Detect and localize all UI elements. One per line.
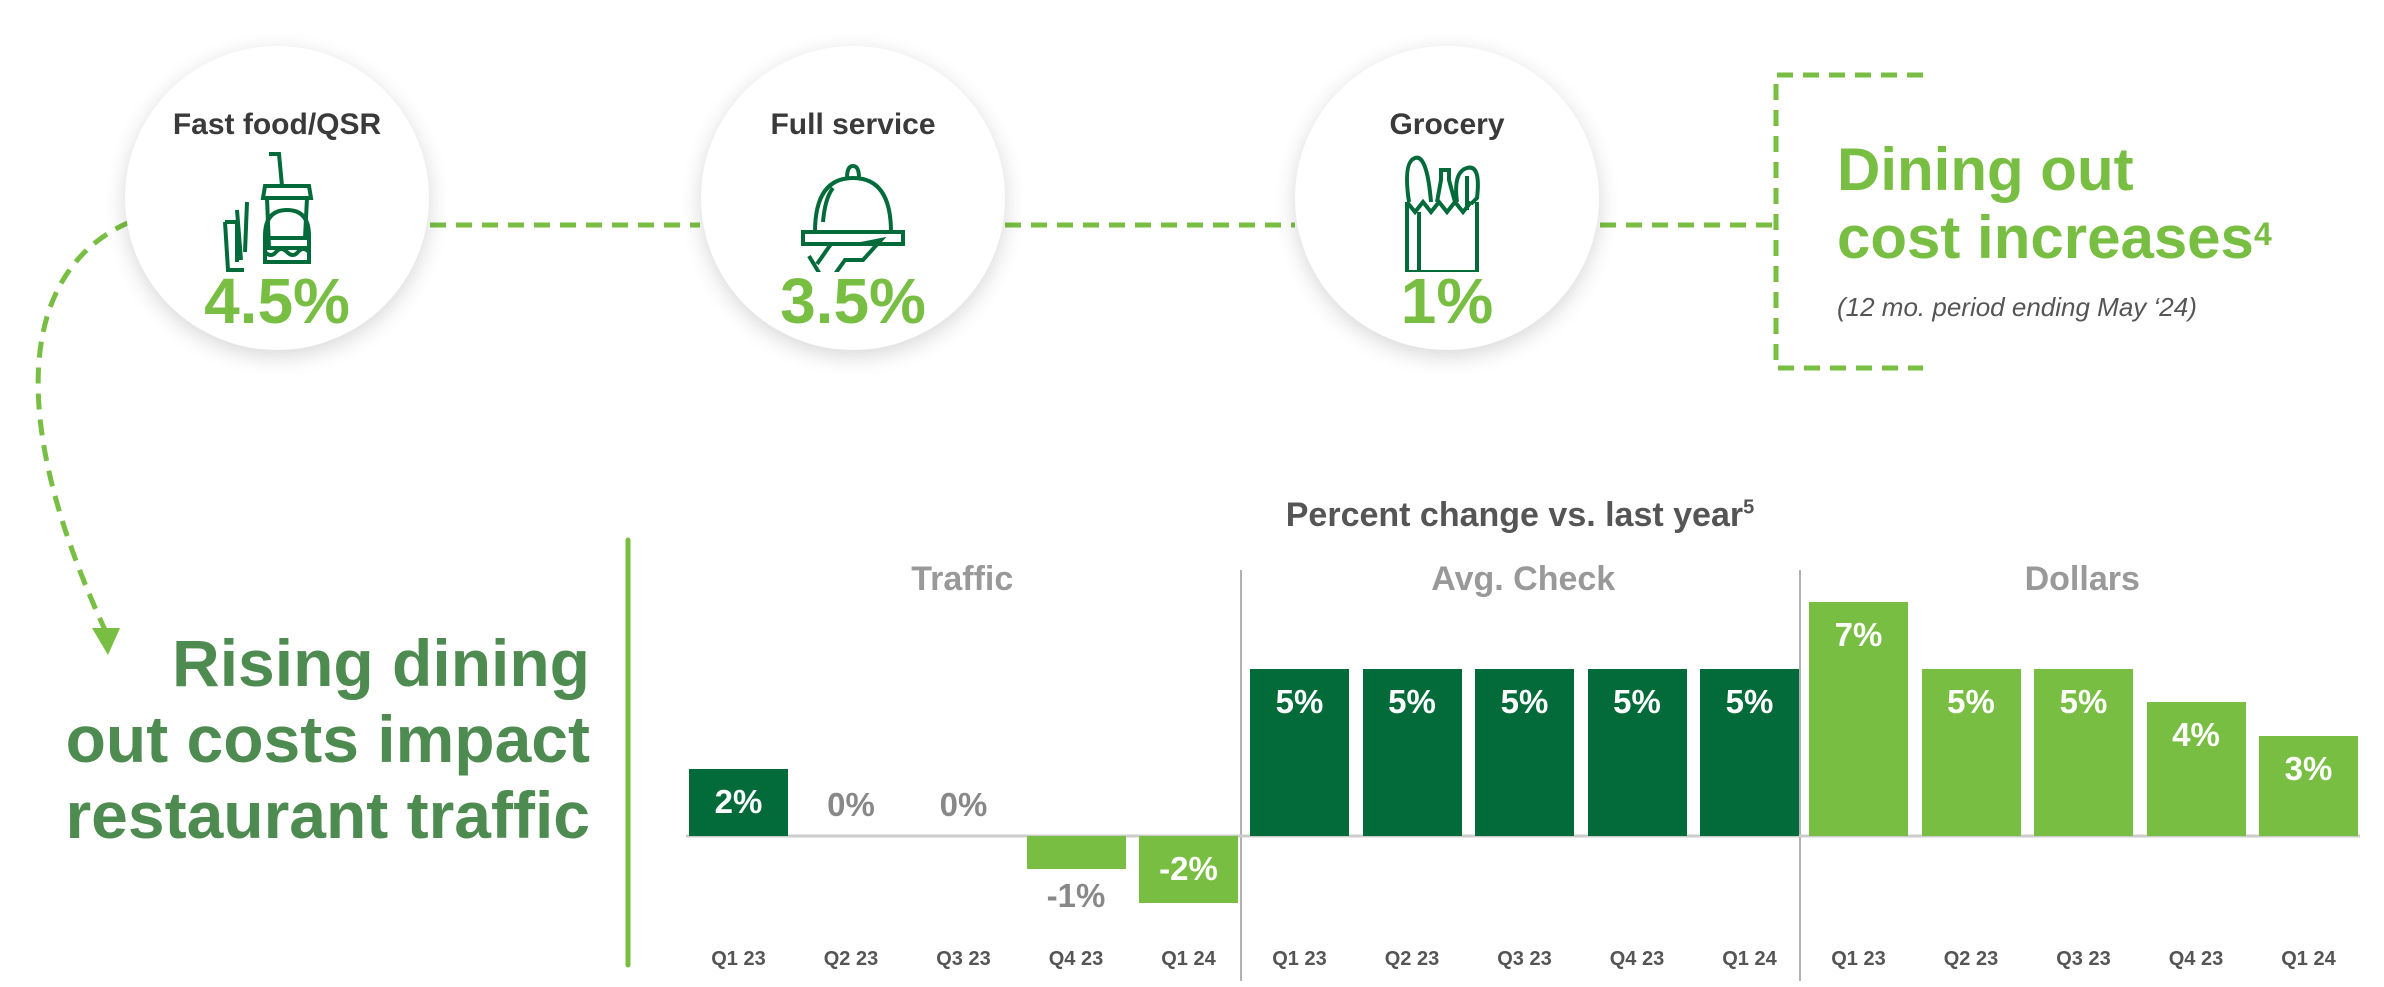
dining-out-subtitle: (12 mo. period ending May ‘24) bbox=[1837, 292, 2197, 322]
bar bbox=[1250, 669, 1349, 836]
category-fast-food: Fast food/QSR 4.5% bbox=[125, 46, 429, 350]
bar bbox=[1921, 669, 2021, 836]
bar-label: 3% bbox=[2284, 749, 2333, 787]
bar-label: -2% bbox=[1159, 850, 1218, 887]
heading-line: Rising dining bbox=[172, 626, 590, 700]
bar-label: 5% bbox=[1613, 683, 1661, 720]
bar bbox=[1587, 669, 1687, 836]
bar bbox=[1362, 669, 1462, 836]
bracket bbox=[1773, 72, 1923, 371]
heading-line: out costs impact bbox=[65, 702, 590, 776]
category-label: Full service bbox=[770, 108, 936, 141]
fast-food-icon bbox=[223, 152, 314, 272]
category-label: Grocery bbox=[1389, 108, 1505, 141]
bar-label: 5% bbox=[1500, 683, 1549, 720]
x-tick-label: Q2 23 bbox=[823, 948, 879, 970]
x-tick-label: Q3 23 bbox=[1497, 948, 1552, 970]
x-tick-label: Q1 23 bbox=[711, 948, 766, 970]
arrow-head-icon bbox=[92, 628, 120, 655]
bar bbox=[2259, 735, 2358, 836]
bar-label: 5% bbox=[1725, 683, 1774, 720]
x-tick-label: Q1 24 bbox=[1722, 948, 1777, 970]
bar-label: 7% bbox=[1834, 616, 1883, 654]
bar bbox=[1700, 669, 1799, 836]
x-tick-label: Q1 23 bbox=[1831, 948, 1886, 970]
chart-title-text: Percent change vs. last year bbox=[1285, 496, 1744, 534]
x-tick-label: Q2 23 bbox=[1384, 948, 1440, 970]
category-label: Fast food/QSR bbox=[172, 108, 382, 141]
bar bbox=[2034, 669, 2133, 836]
curved-arrow bbox=[35, 219, 131, 632]
x-tick-label: Q2 23 bbox=[1943, 948, 1999, 970]
heading-line: restaurant traffic bbox=[65, 778, 591, 852]
bar bbox=[1475, 669, 1574, 836]
cloche-icon bbox=[801, 163, 905, 272]
group-title: Traffic bbox=[911, 560, 1014, 598]
bar-label: 0% bbox=[939, 786, 988, 823]
bar bbox=[2146, 702, 2246, 836]
x-tick-label: Q4 23 bbox=[2168, 948, 2224, 970]
x-tick-label: Q1 24 bbox=[1161, 948, 1216, 970]
category-value: 4.5% bbox=[204, 265, 350, 337]
x-tick-label: Q1 24 bbox=[2281, 948, 2336, 970]
x-tick-label: Q3 23 bbox=[936, 948, 991, 970]
x-tick-label: Q4 23 bbox=[1609, 948, 1665, 970]
bar-label: 0% bbox=[827, 786, 875, 823]
category-full-service: Full service 3.5% bbox=[701, 46, 1005, 350]
footnote-marker: 5 bbox=[1743, 496, 1755, 519]
bar bbox=[1809, 602, 1908, 836]
x-tick-label: Q4 23 bbox=[1048, 948, 1104, 970]
category-grocery: Grocery 1% bbox=[1295, 46, 1599, 350]
dining-out-title: Dining out cost increases4 bbox=[1837, 136, 2272, 272]
x-tick-label: Q1 23 bbox=[1272, 948, 1327, 970]
bar-label: 5% bbox=[1947, 683, 1995, 720]
footnote-marker: 4 bbox=[2253, 216, 2272, 252]
group-title: Dollars bbox=[2024, 560, 2140, 598]
title-line: Dining out bbox=[1837, 136, 2134, 203]
bar bbox=[689, 769, 788, 836]
bar-label: 5% bbox=[2059, 683, 2108, 720]
grocery-bag-icon bbox=[1405, 155, 1480, 272]
bar bbox=[1026, 836, 1126, 870]
bar-label: 4% bbox=[2172, 716, 2220, 754]
bar-label: -1% bbox=[1046, 877, 1106, 915]
chart-title: Percent change vs. last year5 bbox=[1120, 496, 1920, 535]
x-tick-label: Q3 23 bbox=[2056, 948, 2111, 970]
bar-label: 5% bbox=[1275, 683, 1324, 720]
title-line: cost increases bbox=[1837, 204, 2254, 271]
category-value: 3.5% bbox=[780, 265, 926, 337]
category-value: 1% bbox=[1400, 265, 1494, 337]
bar bbox=[1139, 836, 1238, 903]
bar-label: 5% bbox=[1388, 683, 1436, 720]
rising-costs-heading: Rising dining out costs impact restauran… bbox=[66, 625, 591, 853]
group-title: Avg. Check bbox=[1431, 560, 1616, 598]
bar-label: 2% bbox=[714, 783, 763, 821]
